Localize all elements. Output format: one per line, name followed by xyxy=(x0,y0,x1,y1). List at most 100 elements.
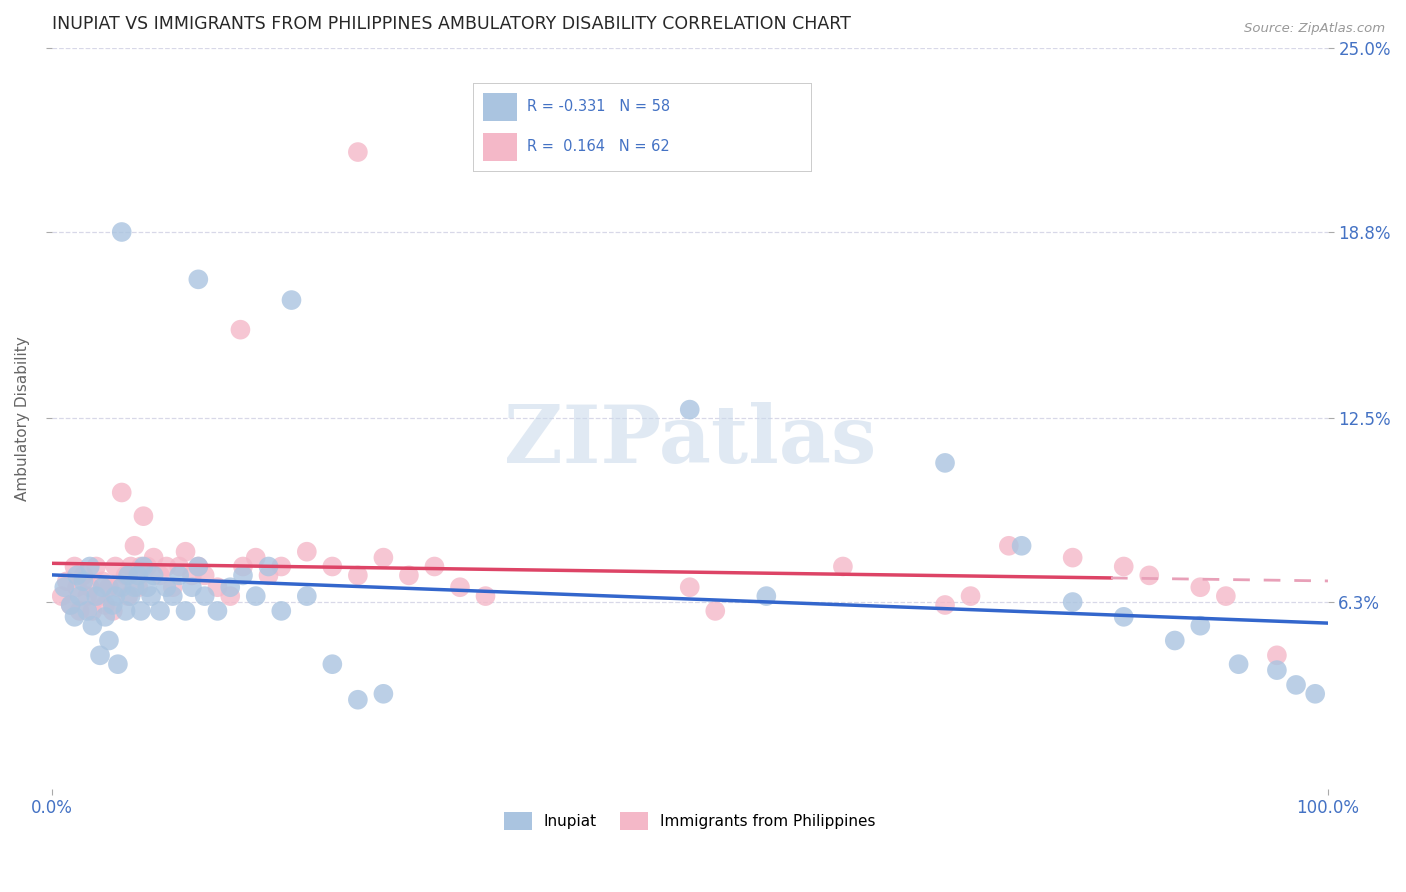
Point xyxy=(89,648,111,663)
Point xyxy=(1227,657,1250,672)
Point xyxy=(89,589,111,603)
Point xyxy=(373,687,395,701)
Point xyxy=(181,580,204,594)
Point xyxy=(194,568,217,582)
Point xyxy=(114,568,136,582)
Point xyxy=(120,559,142,574)
Point xyxy=(114,604,136,618)
Point xyxy=(280,293,302,307)
Point xyxy=(98,580,121,594)
Text: INUPIAT VS IMMIGRANTS FROM PHILIPPINES AMBULATORY DISABILITY CORRELATION CHART: INUPIAT VS IMMIGRANTS FROM PHILIPPINES A… xyxy=(52,15,851,33)
Point xyxy=(69,589,91,603)
Point xyxy=(51,589,73,603)
Point xyxy=(124,580,146,594)
Point xyxy=(111,485,134,500)
Point xyxy=(347,568,370,582)
Point xyxy=(129,559,152,574)
Point xyxy=(174,544,197,558)
Point xyxy=(136,559,159,574)
Point xyxy=(207,580,229,594)
Point xyxy=(270,604,292,618)
Point xyxy=(1062,595,1084,609)
Point xyxy=(53,580,76,594)
Point xyxy=(149,568,172,582)
Point xyxy=(98,633,121,648)
Point xyxy=(76,604,98,618)
Point xyxy=(1164,633,1187,648)
Point xyxy=(56,574,79,589)
Point xyxy=(373,550,395,565)
Point xyxy=(245,589,267,603)
Point xyxy=(959,589,981,603)
Point xyxy=(321,559,343,574)
Point xyxy=(1285,678,1308,692)
Point xyxy=(155,580,177,594)
Point xyxy=(69,604,91,618)
Point xyxy=(167,568,190,582)
Point xyxy=(66,580,89,594)
Point xyxy=(187,272,209,286)
Point xyxy=(449,580,471,594)
Point xyxy=(139,589,162,603)
Point xyxy=(76,589,98,603)
Point xyxy=(149,604,172,618)
Point xyxy=(104,589,127,603)
Point xyxy=(84,559,107,574)
Point xyxy=(219,589,242,603)
Point xyxy=(257,568,280,582)
Point xyxy=(72,574,94,589)
Point xyxy=(124,539,146,553)
Point xyxy=(998,539,1021,553)
Point xyxy=(1265,663,1288,677)
Point xyxy=(66,568,89,582)
Point xyxy=(245,550,267,565)
Point xyxy=(1189,618,1212,632)
Point xyxy=(704,604,727,618)
Point xyxy=(295,544,318,558)
Point xyxy=(111,580,134,594)
Point xyxy=(167,559,190,574)
Point xyxy=(101,604,124,618)
Point xyxy=(1112,559,1135,574)
Point xyxy=(321,657,343,672)
Point xyxy=(174,604,197,618)
Point xyxy=(63,559,86,574)
Point xyxy=(295,589,318,603)
Point xyxy=(162,580,184,594)
Point xyxy=(232,559,254,574)
Point xyxy=(63,610,86,624)
Point xyxy=(136,580,159,594)
Legend: Inupiat, Immigrants from Philippines: Inupiat, Immigrants from Philippines xyxy=(498,805,882,837)
Point xyxy=(79,580,101,594)
Point xyxy=(127,580,149,594)
Y-axis label: Ambulatory Disability: Ambulatory Disability xyxy=(15,336,30,501)
Point xyxy=(755,589,778,603)
Point xyxy=(117,568,139,582)
Point xyxy=(94,610,117,624)
Point xyxy=(219,580,242,594)
Point xyxy=(1011,539,1033,553)
Point xyxy=(132,509,155,524)
Point xyxy=(229,323,252,337)
Point xyxy=(1062,550,1084,565)
Point xyxy=(679,580,702,594)
Point xyxy=(187,559,209,574)
Point xyxy=(82,604,104,618)
Point xyxy=(194,589,217,603)
Point xyxy=(270,559,292,574)
Point xyxy=(347,692,370,706)
Point xyxy=(232,568,254,582)
Point xyxy=(142,550,165,565)
Text: Source: ZipAtlas.com: Source: ZipAtlas.com xyxy=(1244,22,1385,36)
Point xyxy=(474,589,496,603)
Point xyxy=(1112,610,1135,624)
Point xyxy=(832,559,855,574)
Point xyxy=(111,225,134,239)
Point xyxy=(59,598,82,612)
Point xyxy=(104,559,127,574)
Point xyxy=(120,589,142,603)
Text: ZIPatlas: ZIPatlas xyxy=(503,401,876,480)
Point xyxy=(1215,589,1237,603)
Point xyxy=(72,568,94,582)
Point xyxy=(117,589,139,603)
